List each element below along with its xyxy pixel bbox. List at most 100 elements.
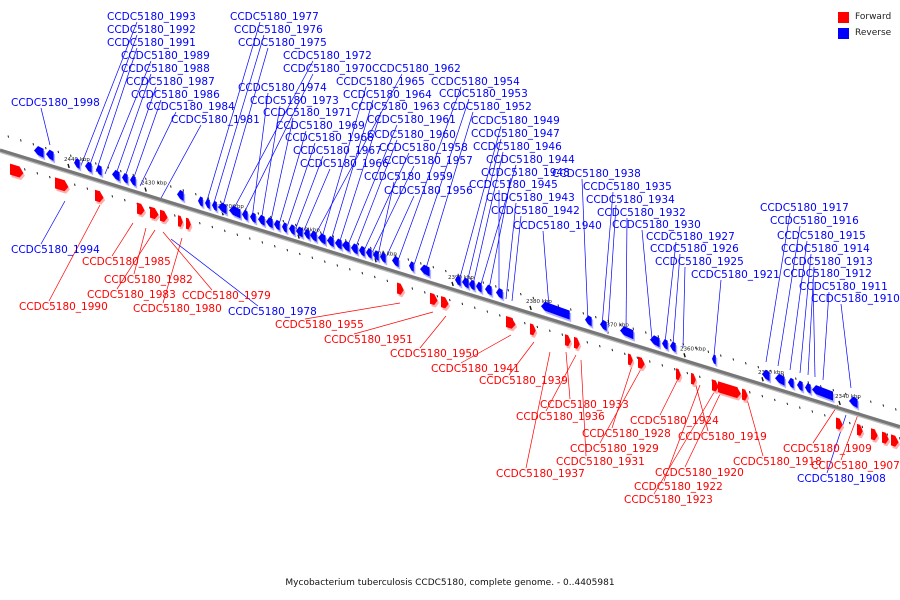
tick-dash <box>657 335 660 338</box>
reverse-gene <box>351 243 358 255</box>
reverse-gene-label: CCDC5180_1977 <box>230 11 319 23</box>
reverse-gene-leader <box>625 217 628 333</box>
forward-gene-label: CCDC5180_1939 <box>479 375 568 387</box>
tick-dash <box>199 221 201 225</box>
tick-dash <box>195 192 197 196</box>
gene-features <box>10 146 900 450</box>
reverse-gene-label: CCDC5180_1988 <box>121 63 210 75</box>
reverse-gene-label: CCDC5180_1968 <box>285 132 374 144</box>
reverse-gene <box>620 326 634 340</box>
reverse-gene <box>318 233 326 245</box>
tick-dash <box>870 400 872 403</box>
tick-dash <box>695 346 697 350</box>
reverse-gene-leader <box>114 73 152 178</box>
tick-dash <box>332 235 335 238</box>
reverse-gene-leader <box>465 138 502 288</box>
tick-dash <box>395 254 397 257</box>
forward-gene-label: CCDC5180_1955 <box>275 319 364 331</box>
reverse-gene-leader <box>471 151 504 290</box>
tick-dash <box>336 264 339 267</box>
tick-dash <box>445 269 447 273</box>
reverse-gene-label: CCDC5180_1944 <box>486 154 575 166</box>
reverse-gene-leader <box>812 278 816 378</box>
tick-dash <box>295 223 297 227</box>
forward-gene <box>160 209 168 222</box>
reverse-gene <box>366 248 372 259</box>
gene-labels: CCDC5180_1993CCDC5180_1992CCDC5180_1991C… <box>11 11 900 506</box>
reverse-gene <box>258 214 265 226</box>
reverse-gene-label: CCDC5180_1953 <box>439 88 528 100</box>
legend-forward-label: Forward <box>855 12 892 22</box>
forward-gene <box>676 368 681 381</box>
forward-gene-label: CCDC5180_1918 <box>733 456 822 468</box>
forward-gene <box>506 316 516 329</box>
tick-dash <box>270 216 272 219</box>
reverse-gene-label: CCDC5180_1956 <box>384 185 473 197</box>
tick-dash <box>861 425 864 429</box>
reverse-gene-label: CCDC5180_1925 <box>655 256 744 268</box>
forward-gene-label: CCDC5180_1909 <box>783 443 872 455</box>
forward-gene-label: CCDC5180_1950 <box>390 348 479 360</box>
reverse-gene-label: CCDC5180_1908 <box>797 473 886 485</box>
tick-dash <box>632 327 635 330</box>
reverse-gene-label: CCDC5180_1921 <box>691 269 780 281</box>
forward-gene-label: CCDC5180_1941 <box>431 363 520 375</box>
forward-gene-leader <box>111 222 134 257</box>
reverse-gene <box>242 209 248 221</box>
forward-gene-label: CCDC5180_1929 <box>570 443 659 455</box>
tick-label: 2380 kbp <box>526 299 552 305</box>
reverse-gene-leader <box>40 200 66 245</box>
tick-dash <box>374 275 376 279</box>
tick-dash <box>536 325 539 329</box>
tick-dash <box>7 135 10 138</box>
reverse-gene-label: CCDC5180_1976 <box>234 24 323 36</box>
tick-dash <box>520 292 522 296</box>
reverse-gene <box>266 217 273 229</box>
reverse-gene-leader <box>353 139 398 253</box>
reverse-gene <box>250 212 256 224</box>
tick-label: 2430 kbp <box>141 181 167 187</box>
tick-dash <box>586 341 589 344</box>
reverse-gene-leader <box>301 168 331 236</box>
forward-gene <box>857 423 863 436</box>
reverse-gene-leader <box>511 215 522 302</box>
tick-dash <box>182 189 185 192</box>
reverse-gene-label: CCDC5180_1943 <box>486 192 575 204</box>
reverse-gene-label: CCDC5180_1948 <box>481 167 570 179</box>
reverse-gene-label: CCDC5180_1910 <box>811 293 900 305</box>
tick-dash <box>207 196 210 200</box>
tick-dash <box>636 356 639 359</box>
reverse-gene-label: CCDC5180_1932 <box>597 207 686 219</box>
tick-dash <box>86 187 89 190</box>
reverse-gene <box>289 224 295 236</box>
tick-dash <box>74 183 76 187</box>
reverse-gene-label: CCDC5180_1971 <box>263 107 352 119</box>
reverse-gene-leader <box>205 21 261 205</box>
forward-gene-leader <box>653 388 717 495</box>
reverse-gene <box>310 230 317 242</box>
reverse-gene <box>849 396 858 409</box>
reverse-gene-leader <box>641 229 653 340</box>
reverse-gene-leader <box>40 107 51 146</box>
forward-gene <box>691 372 696 385</box>
reverse-gene-leader <box>411 98 470 272</box>
reverse-gene-label: CCDC5180_1927 <box>646 231 735 243</box>
tick-dash <box>82 158 85 161</box>
tick-dash <box>211 225 214 229</box>
forward-gene-label: CCDC5180_1919 <box>678 431 767 443</box>
tick-dash <box>470 277 472 280</box>
tick-dash <box>299 252 301 256</box>
forward-gene-label: CCDC5180_1990 <box>19 301 108 313</box>
reverse-gene-leader <box>542 230 550 308</box>
tick-dash <box>811 410 814 413</box>
forward-gene-leader <box>116 229 156 290</box>
reverse-gene-leader <box>320 86 367 242</box>
reverse-gene <box>788 377 794 389</box>
reverse-gene-leader <box>139 111 177 187</box>
forward-gene <box>530 323 536 336</box>
forward-gene <box>137 202 145 215</box>
reverse-gene-label: CCDC5180_1916 <box>770 215 859 227</box>
tick-label: 2350 kbp <box>758 370 784 376</box>
tick-dash <box>432 265 435 269</box>
